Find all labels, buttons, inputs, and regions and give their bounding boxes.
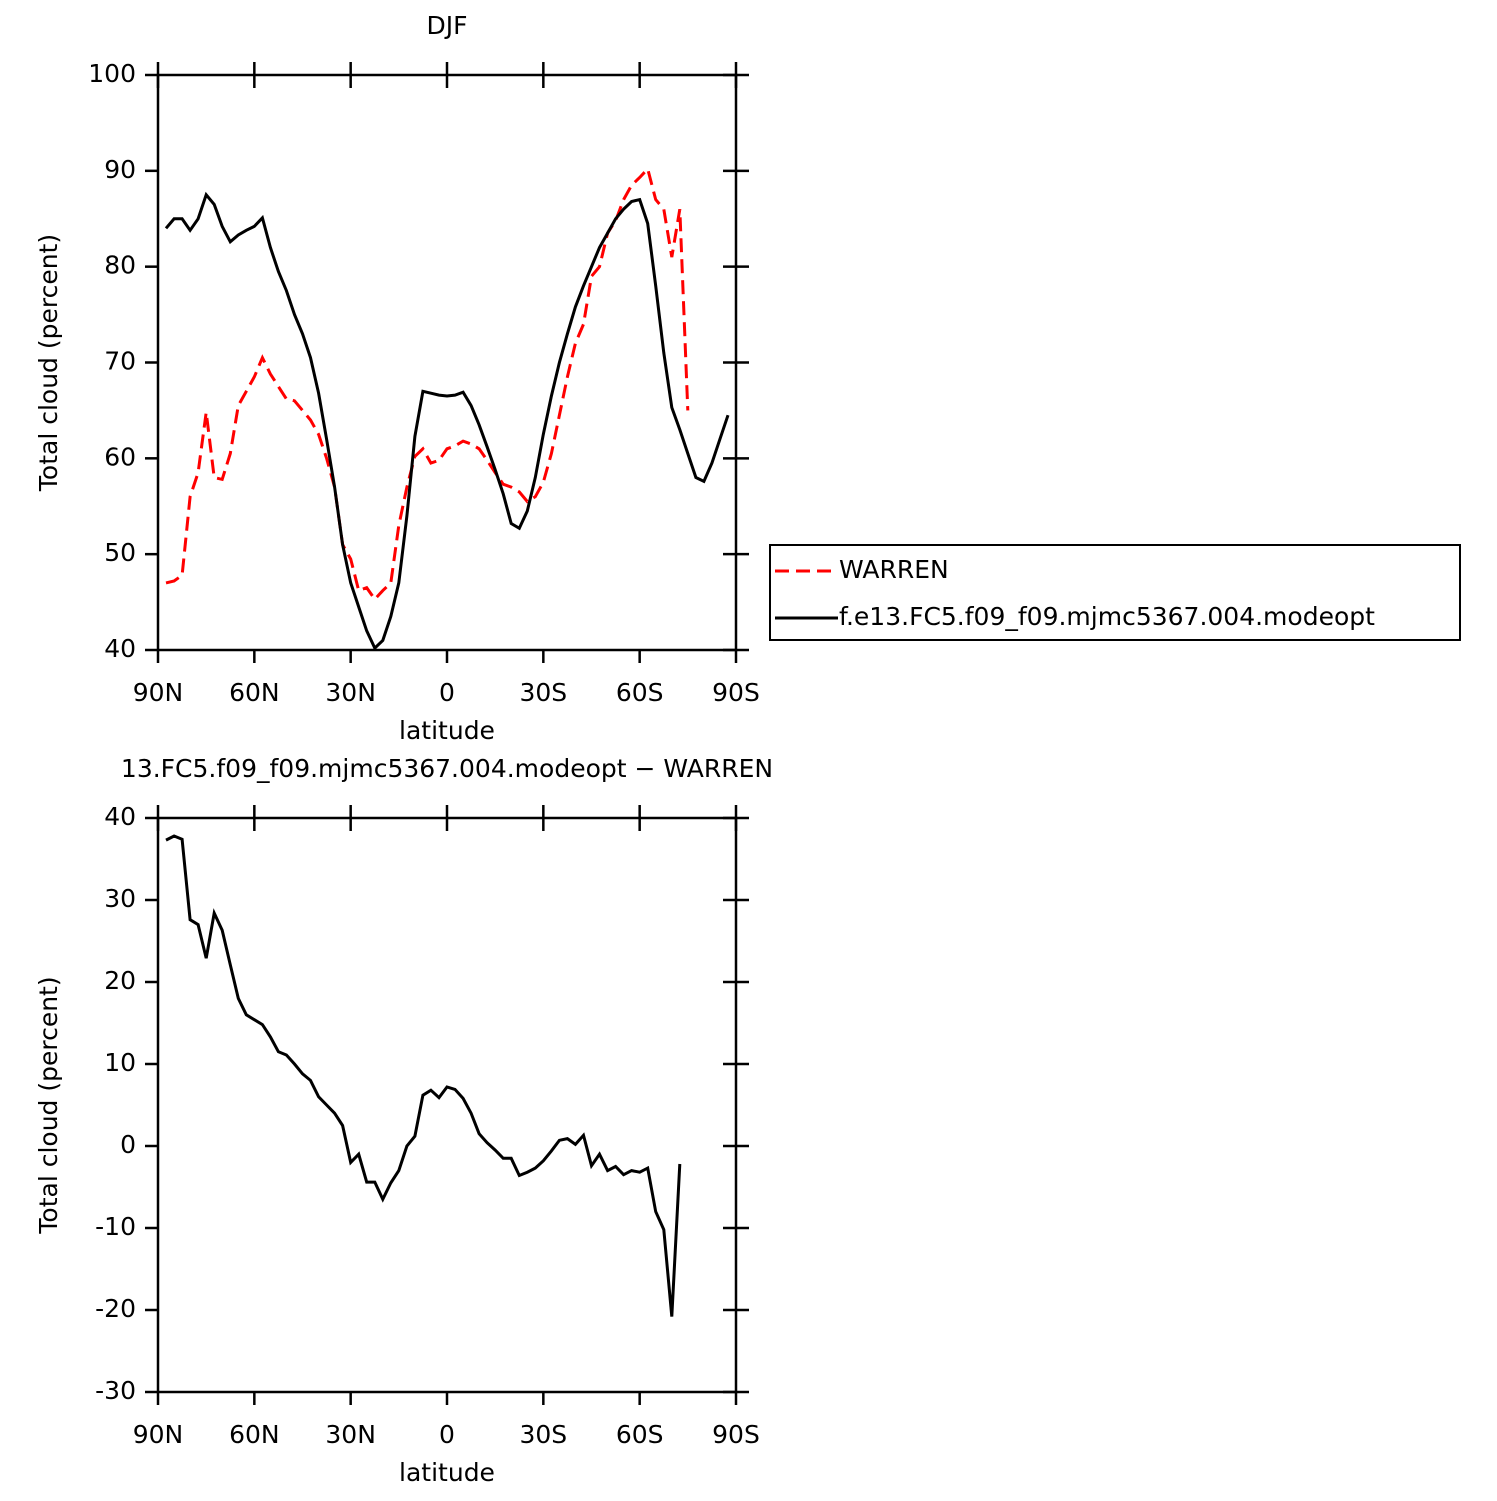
y-tick-label: -30 [95, 1376, 136, 1405]
x-tick-label: 30N [325, 678, 376, 707]
x-tick-label: 90S [712, 678, 760, 707]
y-axis-label: Total cloud (percent) [34, 234, 63, 492]
x-tick-label: 90N [133, 678, 184, 707]
y-tick-label: 100 [88, 59, 136, 88]
y-tick-label: 80 [104, 251, 136, 280]
data-line [165, 834, 682, 1317]
y-tick-label: 10 [104, 1048, 136, 1077]
data-line [164, 191, 730, 651]
x-tick-label: 0 [439, 678, 455, 707]
x-tick-label: 60N [229, 1420, 280, 1449]
legend-label: WARREN [839, 555, 949, 584]
y-axis-label: Total cloud (percent) [34, 976, 63, 1234]
y-tick-label: 20 [104, 966, 136, 995]
y-tick-label: -10 [95, 1212, 136, 1241]
legend-box [769, 544, 1461, 641]
x-tick-label: 30N [325, 1420, 376, 1449]
y-tick-label: 60 [104, 442, 136, 471]
chart-title: DJF [426, 11, 467, 40]
plot-frame [156, 73, 738, 652]
x-tick-label: 90N [133, 1420, 184, 1449]
x-tick-label: 30S [519, 1420, 567, 1449]
y-tick-label: 70 [104, 347, 136, 376]
x-tick-label: 60S [616, 1420, 664, 1449]
legend-label: f.e13.FC5.f09_f09.mjmc5367.004.modeopt [839, 602, 1375, 631]
y-tick-label: 40 [104, 634, 136, 663]
x-axis-label: latitude [399, 1458, 495, 1487]
x-tick-label: 90S [712, 1420, 760, 1449]
plot-frame [156, 816, 738, 1394]
y-tick-label: -20 [95, 1294, 136, 1323]
chart-title: 13.FC5.f09_f09.mjmc5367.004.modeopt − WA… [121, 754, 773, 783]
x-tick-label: 30S [519, 678, 567, 707]
y-tick-label: 30 [104, 884, 136, 913]
y-tick-label: 90 [104, 155, 136, 184]
x-axis-label: latitude [399, 716, 495, 745]
x-tick-label: 60N [229, 678, 280, 707]
y-tick-label: 40 [104, 802, 136, 831]
data-line [165, 165, 690, 602]
x-tick-label: 0 [439, 1420, 455, 1449]
x-tick-label: 60S [616, 678, 664, 707]
y-tick-label: 50 [104, 538, 136, 567]
y-tick-label: 0 [120, 1130, 136, 1159]
